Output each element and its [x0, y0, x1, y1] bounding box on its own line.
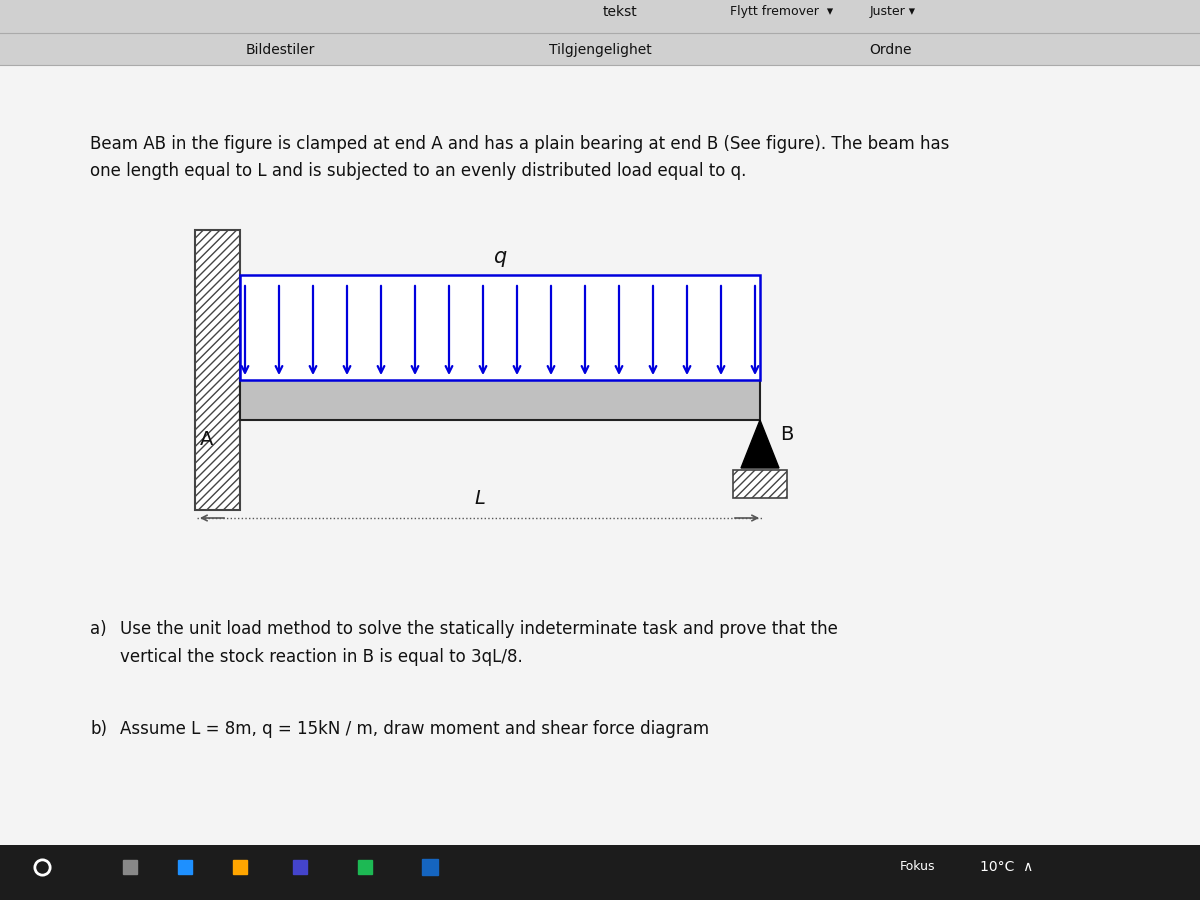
Text: Assume L = 8m, q = 15kN / m, draw moment and shear force diagram: Assume L = 8m, q = 15kN / m, draw moment…: [120, 720, 709, 738]
Bar: [0, 845, 1200, 900]
Text: Bildestiler: Bildestiler: [245, 43, 314, 57]
Bar: [240, 380, 760, 420]
Text: a): a): [90, 620, 107, 638]
Text: Beam AB in the figure is clamped at end A and has a plain bearing at end B (See : Beam AB in the figure is clamped at end …: [90, 135, 949, 153]
Text: Use the unit load method to solve the statically indeterminate task and prove th: Use the unit load method to solve the st…: [120, 620, 838, 638]
Text: vertical the stock reaction in B is equal to 3qL/8.: vertical the stock reaction in B is equa…: [120, 648, 523, 666]
Text: Ordne: Ordne: [869, 43, 911, 57]
Text: 10°C  ∧: 10°C ∧: [980, 860, 1033, 874]
Polygon shape: [742, 420, 779, 468]
Bar: [733, 470, 787, 498]
Text: Juster ▾: Juster ▾: [870, 5, 916, 19]
Text: one length equal to L and is subjected to an evenly distributed load equal to q.: one length equal to L and is subjected t…: [90, 162, 746, 180]
Bar: [0, 65, 1200, 845]
Text: L: L: [474, 489, 485, 508]
Text: q: q: [493, 247, 506, 267]
Text: Tilgjengelighet: Tilgjengelighet: [548, 43, 652, 57]
Bar: [0, 0, 1200, 65]
Bar: [194, 230, 240, 510]
Text: Fokus: Fokus: [900, 860, 936, 874]
Text: Flytt fremover  ▾: Flytt fremover ▾: [730, 5, 833, 19]
Text: B: B: [780, 425, 793, 444]
Text: b): b): [90, 720, 107, 738]
Bar: [240, 275, 760, 380]
Text: A: A: [200, 430, 214, 449]
Text: tekst: tekst: [602, 5, 637, 19]
